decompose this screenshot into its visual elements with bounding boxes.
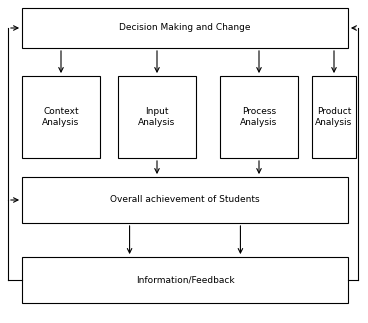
Bar [22,257,348,303]
Text: Product
Analysis: Product Analysis [315,107,353,127]
Text: Input
Analysis: Input Analysis [138,107,176,127]
Bar [118,76,196,158]
Text: Context
Analysis: Context Analysis [42,107,79,127]
Bar [220,76,298,158]
Text: Overall achievement of Students: Overall achievement of Students [110,195,260,204]
Bar [22,8,348,48]
Text: Decision Making and Change: Decision Making and Change [119,24,251,33]
Bar [22,177,348,223]
Bar [22,76,100,158]
Text: Information/Feedback: Information/Feedback [136,276,234,285]
Text: Process
Analysis: Process Analysis [240,107,277,127]
Bar [312,76,356,158]
